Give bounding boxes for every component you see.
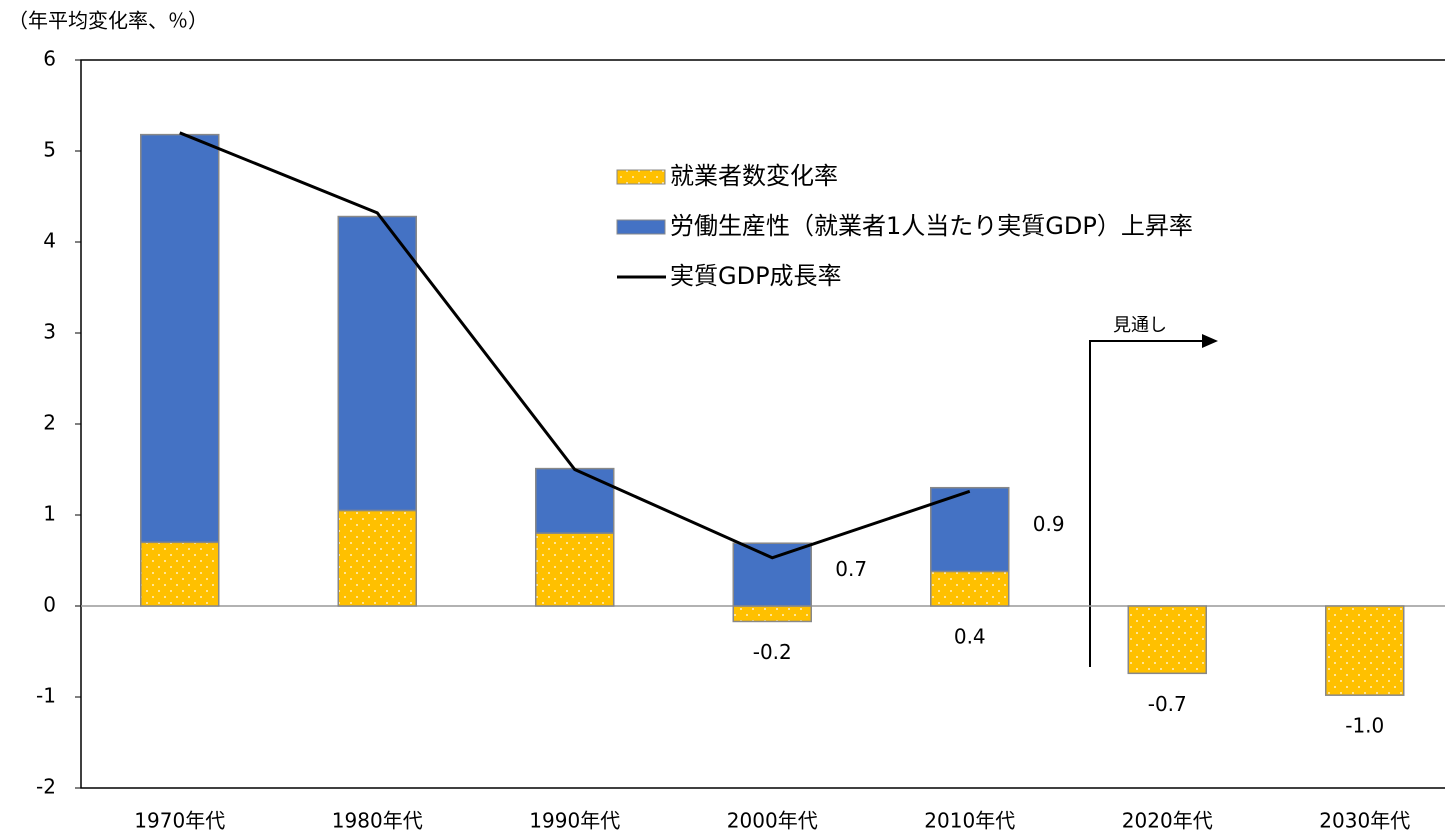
y-tick-label: -1 xyxy=(36,684,56,708)
y-tick-label: 1 xyxy=(43,502,56,526)
bar-segment xyxy=(337,215,417,512)
x-tick-label: 2010年代 xyxy=(924,809,1015,833)
x-tick-label: 1980年代 xyxy=(332,809,423,833)
legend-label: 労働生産性（就業者1人当たり実質GDP）上昇率 xyxy=(670,212,1193,240)
bar-segment xyxy=(535,532,615,607)
x-tick-label: 2000年代 xyxy=(727,809,818,833)
bar-segment xyxy=(337,509,417,607)
bar-segment xyxy=(930,570,1010,607)
x-tick-label: 1970年代 xyxy=(134,809,225,833)
line xyxy=(179,131,971,560)
y-tick-label: -2 xyxy=(36,775,56,799)
y-axis-label: （年平均変化率、％） xyxy=(8,9,208,33)
y-tick-label: 0 xyxy=(43,593,56,617)
forecast-arrow xyxy=(1089,340,1205,667)
y-tick-label: 5 xyxy=(43,138,56,162)
bar-segment xyxy=(732,605,812,623)
y-tick-label: 2 xyxy=(43,411,56,435)
y-tick-label: 4 xyxy=(43,229,56,253)
legend-label: 就業者数変化率 xyxy=(670,162,838,190)
bar-segment xyxy=(1127,605,1207,675)
legend-swatch xyxy=(616,169,666,185)
bar-segment xyxy=(140,541,220,607)
x-tick-label: 1990年代 xyxy=(529,809,620,833)
data-label: 0.9 xyxy=(1033,512,1065,536)
data-label: 0.7 xyxy=(835,557,867,581)
y-tick-label: 6 xyxy=(43,47,56,71)
bar-segment xyxy=(535,467,615,534)
x-tick-label: 2020年代 xyxy=(1122,809,1213,833)
data-label: -1.0 xyxy=(1345,714,1384,738)
arrow-head xyxy=(1202,334,1218,348)
data-label: 0.4 xyxy=(954,625,986,649)
y-tick-label: 3 xyxy=(43,320,56,344)
annotation: 見通し xyxy=(1113,315,1167,336)
bar-segment xyxy=(732,542,812,607)
data-label: -0.7 xyxy=(1148,692,1187,716)
x-tick-label: 2030年代 xyxy=(1319,809,1410,833)
legend-swatch xyxy=(616,219,666,235)
bar-segment xyxy=(140,133,220,544)
data-label: -0.2 xyxy=(753,640,792,664)
legend-label: 実質GDP成長率 xyxy=(670,262,842,290)
bar-segment xyxy=(1325,605,1405,696)
